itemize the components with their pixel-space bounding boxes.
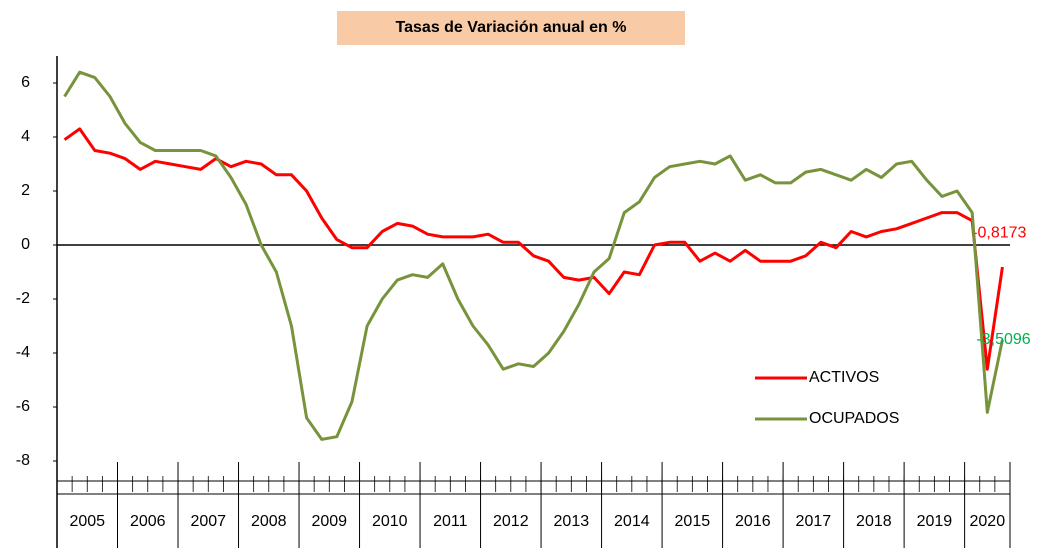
x-tick-label: 2018 [856,513,892,530]
x-tick-label: 2020 [970,513,1006,530]
x-tick-label: 2010 [372,513,408,530]
data-line [63,127,1004,371]
x-tick-label: 2019 [917,513,953,530]
x-tick-label: 2013 [554,513,590,530]
y-tick-label: -6 [16,398,30,415]
y-tick-label: -4 [16,344,30,361]
x-tick-label: 2009 [311,513,347,530]
data-label: -0,8173 [972,224,1026,241]
legend-label: OCUPADOS [809,410,899,427]
x-tick-label: 2011 [433,513,468,530]
data-line [63,70,1004,441]
y-tick-label: -8 [16,452,30,469]
x-tick-label: 2015 [675,513,711,530]
y-tick-label: 6 [21,74,30,91]
x-tick-label: 2007 [190,513,226,530]
legend-label: ACTIVOS [809,369,879,386]
title-box [337,11,685,45]
x-tick-label: 2016 [735,513,771,530]
x-tick-label: 2008 [251,513,287,530]
x-tick-label: 2017 [796,513,832,530]
x-tick-label: 2006 [130,513,166,530]
data-label: -3,5096 [976,331,1030,348]
x-tick-label: 2014 [614,513,650,530]
x-tick-label: 2012 [493,513,529,530]
y-tick-label: -2 [16,290,30,307]
y-tick-label: 0 [21,236,30,253]
y-tick-label: 2 [21,182,30,199]
chart-title: Tasas de Variación anual en % [396,19,627,36]
x-tick-label: 2005 [69,513,105,530]
y-tick-label: 4 [21,128,30,145]
